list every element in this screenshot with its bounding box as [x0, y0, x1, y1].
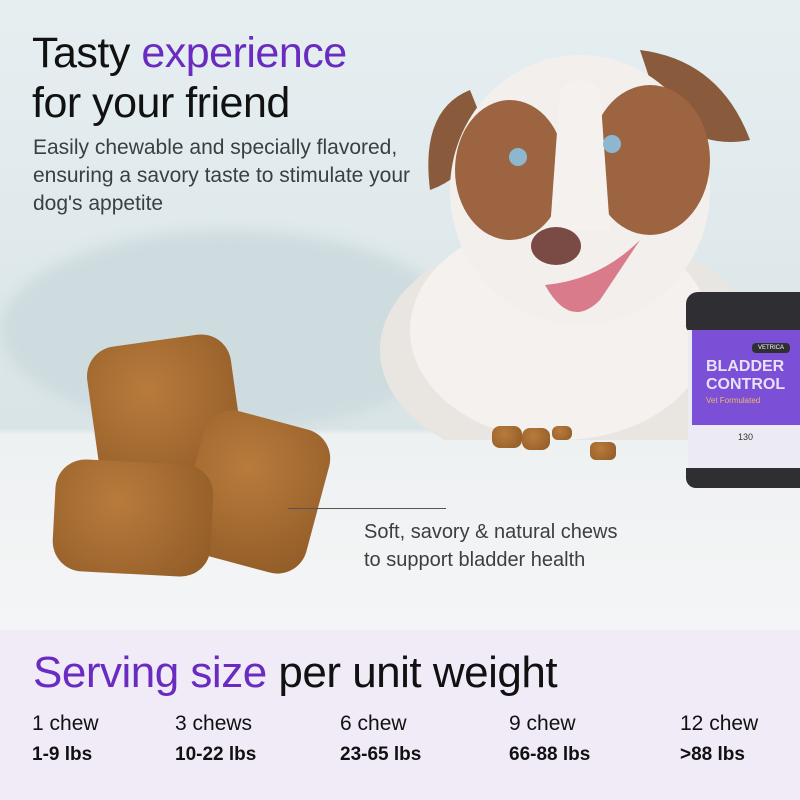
callout-line: [288, 508, 446, 509]
serving-item: 1 chew 1-9 lbs: [32, 712, 99, 766]
product-name-line2: CONTROL: [706, 376, 786, 393]
dog-ear-right: [640, 50, 750, 142]
dog-patch-right: [590, 85, 710, 235]
serving-item: 12 chew >88 lbs: [680, 712, 758, 766]
dog-tongue: [545, 240, 640, 312]
headline: Tasty experience for your friend: [32, 28, 347, 128]
headline-plain: Tasty: [32, 29, 142, 77]
weight-range: 66-88 lbs: [509, 744, 591, 765]
serving-title-accent: Serving size: [33, 648, 267, 697]
jar-body: VETRICA BLADDER CONTROL Vet Formulated 1…: [688, 330, 800, 470]
weight-range: 1-9 lbs: [32, 744, 93, 765]
chew-count: 130: [738, 432, 754, 442]
callout-line2: to support bladder health: [364, 549, 586, 571]
product-name-line1: BLADDER: [706, 358, 785, 375]
chew-count: 12 chew: [680, 712, 759, 735]
serving-title: Serving size per unit weight: [33, 648, 558, 698]
jar-lid: [686, 292, 800, 332]
serving-item: 9 chew 66-88 lbs: [509, 712, 590, 766]
chew-count: 3 chews: [175, 712, 253, 735]
chew-count: 1 chew: [32, 712, 99, 735]
weight-range: >88 lbs: [680, 744, 745, 765]
small-chew: [522, 428, 550, 450]
dog-patch-left: [455, 100, 565, 240]
brand-name: VETRICA: [752, 343, 791, 353]
serving-item: 3 chews 10-22 lbs: [175, 712, 256, 766]
dog-illustration: [380, 50, 760, 440]
jar-label: VETRICA BLADDER CONTROL Vet Formulated: [692, 330, 800, 425]
chew-count: 9 chew: [509, 712, 576, 735]
jar-base: [686, 468, 800, 488]
headline-line2: for your friend: [32, 79, 290, 127]
dog-nose: [531, 227, 581, 265]
small-chew: [590, 442, 616, 460]
weight-range: 23-65 lbs: [340, 744, 422, 765]
subtext: Easily chewable and specially flavored, …: [33, 136, 411, 215]
weight-range: 10-22 lbs: [175, 744, 257, 765]
callout-line1: Soft, savory & natural chews: [364, 521, 618, 543]
serving-item: 6 chew 23-65 lbs: [340, 712, 421, 766]
dog-eye-left: [509, 148, 527, 166]
dog-eye-right: [603, 135, 621, 153]
product-tagline: Vet Formulated: [706, 396, 761, 405]
product-jar: VETRICA BLADDER CONTROL Vet Formulated 1…: [686, 292, 800, 488]
serving-title-plain: per unit weight: [266, 648, 558, 697]
chew-bottom: [51, 457, 215, 579]
chew-count: 6 chew: [340, 712, 407, 735]
callout: Soft, savory & natural chews to support b…: [364, 518, 617, 574]
headline-accent: experience: [141, 29, 347, 77]
dog-blaze: [550, 80, 610, 230]
small-chew: [552, 426, 572, 440]
product-scene: VETRICA BLADDER CONTROL Vet Formulated 1…: [0, 0, 800, 630]
serving-panel: Serving size per unit weight 1 chew 1-9 l…: [0, 630, 800, 800]
small-chew: [492, 426, 522, 448]
